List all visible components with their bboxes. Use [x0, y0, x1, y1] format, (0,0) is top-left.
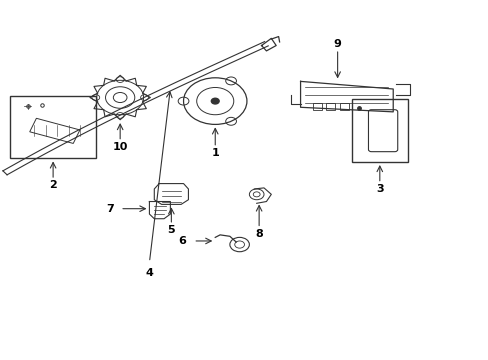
Text: 4: 4: [145, 268, 153, 278]
Bar: [339, 103, 348, 110]
Circle shape: [211, 98, 219, 104]
Bar: [326, 103, 334, 110]
Bar: [30, 118, 80, 143]
Text: 8: 8: [255, 229, 263, 239]
Text: 1: 1: [211, 148, 219, 158]
Bar: [351, 99, 407, 162]
Text: 3: 3: [375, 184, 383, 194]
Text: 2: 2: [49, 180, 57, 190]
Text: 5: 5: [167, 225, 175, 235]
Text: 10: 10: [112, 142, 127, 152]
Bar: [312, 103, 321, 110]
Text: 9: 9: [333, 39, 341, 49]
Text: 7: 7: [106, 204, 114, 214]
Bar: [10, 96, 96, 158]
Text: 6: 6: [178, 236, 186, 246]
